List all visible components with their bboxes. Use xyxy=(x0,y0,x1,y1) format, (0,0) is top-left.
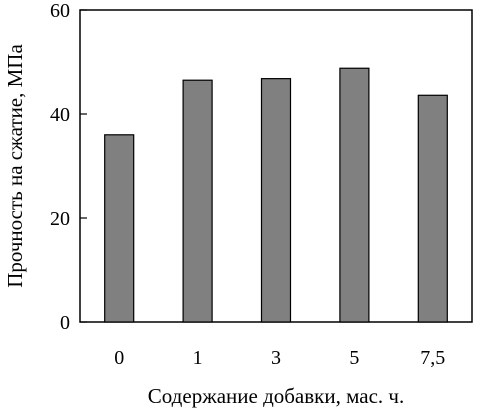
y-axis-ticks: 0 20 40 60 xyxy=(50,0,87,334)
x-tick-label: 3 xyxy=(271,347,281,369)
bar-5 xyxy=(339,67,370,323)
y-tick-label: 20 xyxy=(50,208,70,230)
y-axis-label: Прочность на сжатие, МПа xyxy=(3,44,27,288)
bar-7,5 xyxy=(417,94,448,323)
x-tick-label: 7,5 xyxy=(420,347,445,369)
y-tick-label: 0 xyxy=(60,312,70,334)
bar-3 xyxy=(260,78,292,323)
x-axis-ticks: 0 1 3 5 7,5 xyxy=(114,347,445,369)
x-tick-label: 1 xyxy=(193,347,203,369)
bar-1 xyxy=(182,79,213,323)
y-tick-label: 40 xyxy=(50,104,70,126)
y-tick-label: 60 xyxy=(50,0,70,22)
bars-group xyxy=(104,67,448,323)
x-axis-label: Содержание добавки, мас. ч. xyxy=(148,384,404,408)
x-tick-label: 0 xyxy=(114,347,124,369)
x-tick-label: 5 xyxy=(349,347,359,369)
bar-0 xyxy=(104,134,135,323)
